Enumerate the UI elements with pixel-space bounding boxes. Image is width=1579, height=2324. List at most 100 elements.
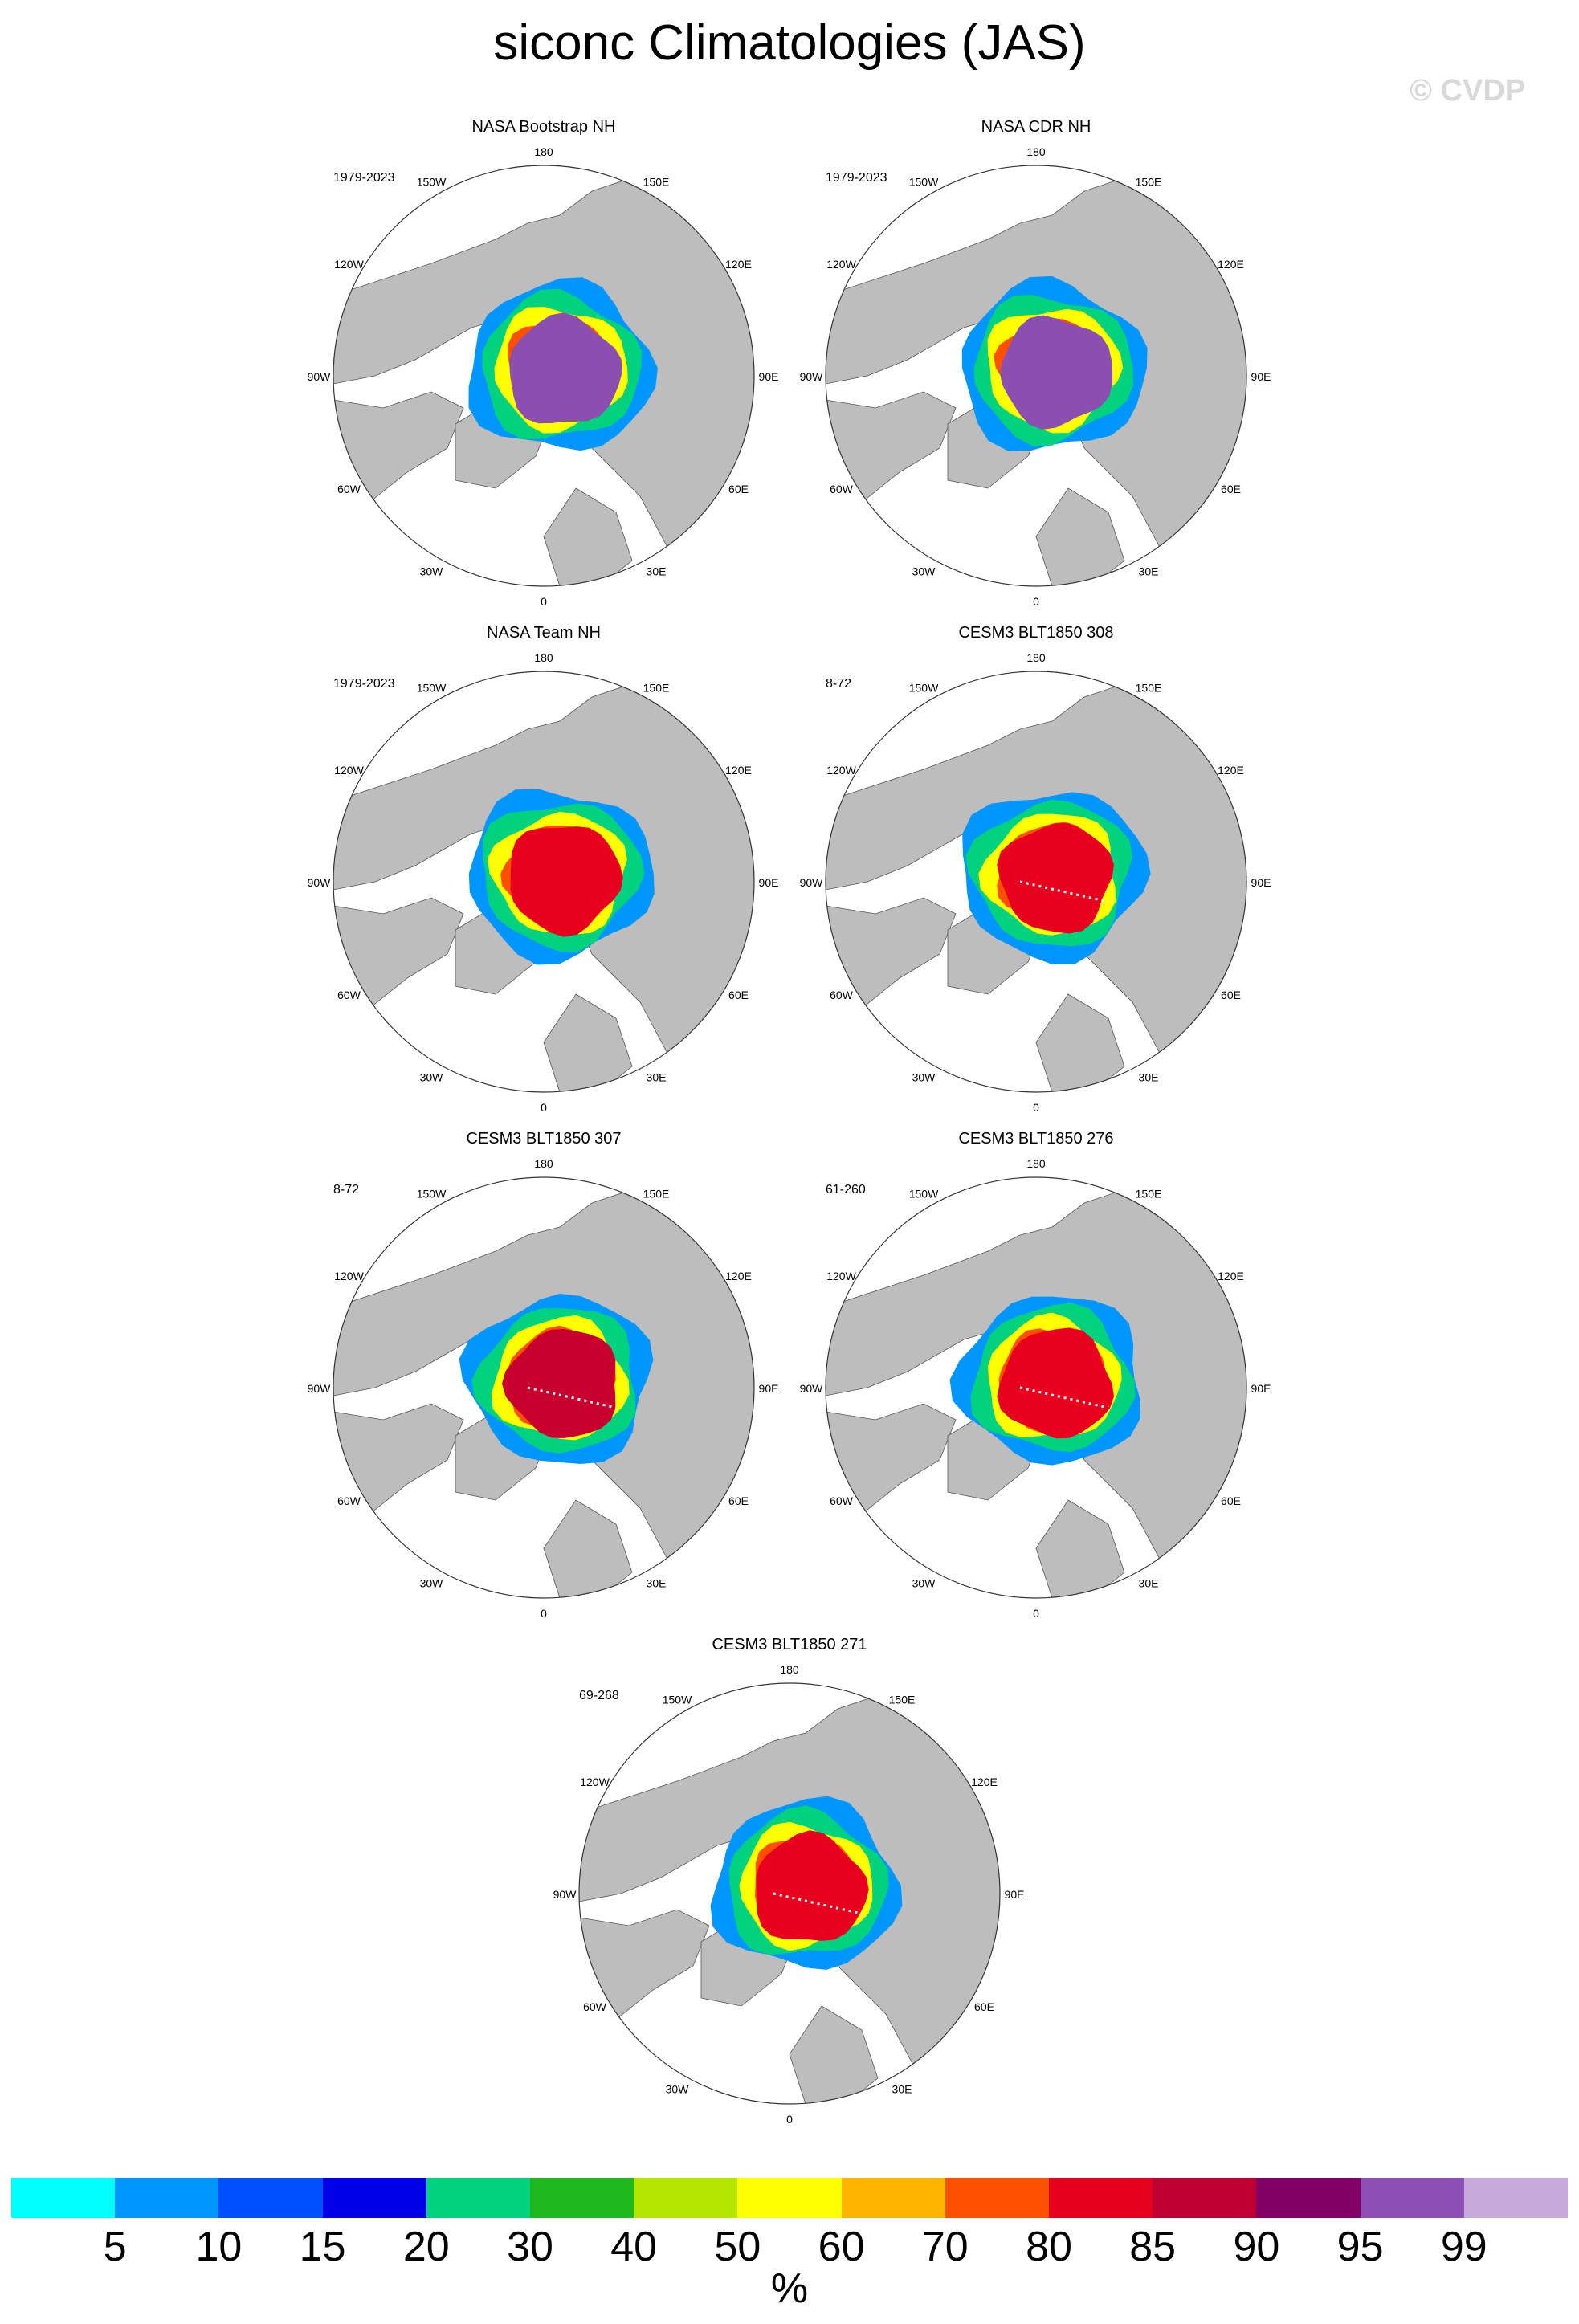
- longitude-label: 60E: [728, 989, 749, 1001]
- longitude-label: 120W: [826, 764, 856, 777]
- longitude-label: 90E: [1251, 876, 1271, 889]
- longitude-label: 90W: [308, 876, 332, 889]
- panel-title: NASA Team NH: [487, 624, 601, 642]
- longitude-label: 120W: [826, 258, 856, 271]
- longitude-label: 90E: [1005, 1888, 1025, 1901]
- longitude-label: 90W: [308, 1382, 332, 1395]
- longitude-label: 30W: [912, 565, 936, 578]
- longitude-label: 0: [1033, 595, 1039, 608]
- colorbar: [11, 2178, 1569, 2218]
- panel-period: 8-72: [826, 677, 851, 691]
- longitude-label: 90E: [1251, 1382, 1271, 1395]
- polar-map-panel: NASA CDR NH 1979-2023 180 150E 120E 90E 60E 30E…: [800, 118, 1271, 608]
- colorbar-swatch: [945, 2178, 1050, 2218]
- colorbar-tick-label: 60: [818, 2224, 865, 2270]
- colorbar-swatch: [1256, 2178, 1361, 2218]
- longitude-label: 150E: [643, 1188, 670, 1201]
- panel-period: 69-268: [579, 1689, 619, 1702]
- longitude-label: 120W: [826, 1270, 856, 1282]
- longitude-label: 90W: [553, 1888, 577, 1901]
- longitude-label: 120W: [334, 258, 364, 271]
- longitude-label: 150E: [1136, 176, 1162, 189]
- longitude-label: 30W: [912, 1577, 936, 1590]
- polar-map-panel: CESM3 BLT1850 276 61-260 180 150E 120E 90E 60E…: [800, 1130, 1271, 1620]
- panel-title: CESM3 BLT1850 307: [466, 1130, 621, 1148]
- longitude-label: 60E: [1221, 483, 1241, 495]
- longitude-label: 0: [1033, 1101, 1039, 1114]
- longitude-label: 60W: [337, 483, 361, 495]
- longitude-label: 120E: [1218, 764, 1244, 777]
- polar-map-panel: CESM3 BLT1850 271 69-268 180 150E 120E 90E 60E…: [553, 1636, 1025, 2126]
- panel-title: CESM3 BLT1850 271: [712, 1636, 867, 1653]
- panel-period: 61-260: [826, 1183, 866, 1197]
- longitude-label: 120E: [971, 1776, 998, 1788]
- longitude-label: 30E: [647, 1577, 667, 1590]
- colorbar-swatch: [530, 2178, 634, 2218]
- panel-title: CESM3 BLT1850 276: [958, 1130, 1113, 1148]
- longitude-label: 30E: [1139, 1577, 1159, 1590]
- colorbar-tick-label: 15: [299, 2224, 346, 2270]
- colorbar-swatch: [1049, 2178, 1153, 2218]
- colorbar-swatch: [1463, 2178, 1569, 2218]
- longitude-label: 30E: [1139, 565, 1159, 578]
- page-title: siconc Climatologies (JAS): [493, 15, 1086, 71]
- longitude-label: 120E: [1218, 258, 1244, 271]
- longitude-label: 150W: [909, 1188, 939, 1201]
- longitude-label: 150W: [417, 682, 447, 695]
- longitude-label: 0: [786, 2113, 793, 2126]
- polar-map-panel: NASA Team NH 1979-2023 180 150E 120E 90E 60E 30…: [308, 624, 779, 1114]
- polar-map-panel: CESM3 BLT1850 307 8-72 180 150E 120E 90E 60E 30…: [308, 1130, 779, 1620]
- colorbar-swatch: [1360, 2178, 1464, 2218]
- colorbar-swatch: [841, 2178, 945, 2218]
- longitude-label: 60W: [337, 1494, 361, 1507]
- map-disc: [333, 671, 754, 1092]
- colorbar-swatch: [11, 2178, 116, 2218]
- longitude-label: 60W: [830, 989, 854, 1001]
- longitude-label: 120E: [725, 764, 752, 777]
- panel-period: 1979-2023: [826, 171, 887, 185]
- colorbar-swatch: [634, 2178, 738, 2218]
- longitude-label: 120W: [334, 1270, 364, 1282]
- colorbar-tick-label: 20: [402, 2224, 450, 2270]
- longitude-label: 90W: [800, 1382, 824, 1395]
- longitude-label: 90W: [308, 370, 332, 383]
- longitude-label: 60W: [830, 1494, 854, 1507]
- map-disc: [333, 1177, 754, 1598]
- longitude-label: 0: [541, 1607, 547, 1620]
- map-disc: [826, 1177, 1246, 1598]
- longitude-label: 60E: [1221, 1494, 1241, 1507]
- longitude-label: 60W: [337, 989, 361, 1001]
- longitude-label: 60E: [1221, 989, 1241, 1001]
- longitude-label: 180: [1026, 145, 1046, 158]
- panel-period: 1979-2023: [333, 677, 395, 691]
- cvdp-watermark: © CVDP: [1410, 74, 1526, 108]
- longitude-label: 120E: [725, 1270, 752, 1282]
- colorbar-swatch: [322, 2178, 426, 2218]
- longitude-label: 90E: [759, 1382, 779, 1395]
- longitude-label: 180: [534, 1157, 553, 1170]
- longitude-label: 150E: [643, 176, 670, 189]
- colorbar-swatch: [115, 2178, 219, 2218]
- longitude-label: 150W: [909, 682, 939, 695]
- longitude-label: 90E: [759, 876, 779, 889]
- longitude-label: 30W: [420, 1577, 444, 1590]
- panel-title: CESM3 BLT1850 308: [958, 624, 1113, 642]
- longitude-label: 30E: [647, 565, 667, 578]
- panel-title: NASA Bootstrap NH: [472, 118, 616, 136]
- panel-title: NASA CDR NH: [981, 118, 1091, 136]
- longitude-label: 30E: [647, 1071, 667, 1084]
- longitude-label: 90W: [800, 876, 824, 889]
- polar-map-panel: CESM3 BLT1850 308 8-72 180 150E 120E 90E 60E 30…: [800, 624, 1271, 1114]
- colorbar-swatch: [737, 2178, 842, 2218]
- panel-period: 1979-2023: [333, 171, 395, 185]
- colorbar-tick-label: 85: [1129, 2224, 1177, 2270]
- colorbar-tick-label: 40: [610, 2224, 658, 2270]
- longitude-label: 150E: [1136, 682, 1162, 695]
- longitude-label: 0: [541, 1101, 547, 1114]
- longitude-label: 120W: [580, 1776, 610, 1788]
- longitude-label: 120E: [1218, 1270, 1244, 1282]
- colorbar-tick-label: 90: [1233, 2224, 1280, 2270]
- longitude-label: 60E: [974, 2000, 994, 2013]
- longitude-label: 30E: [892, 2083, 912, 2096]
